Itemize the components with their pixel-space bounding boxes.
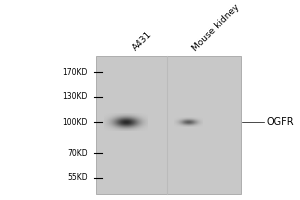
- Text: 100KD: 100KD: [62, 118, 88, 127]
- Text: A431: A431: [130, 30, 153, 53]
- Bar: [97, 56, 241, 194]
- Text: Mouse kidney: Mouse kidney: [191, 2, 242, 53]
- Text: 130KD: 130KD: [62, 92, 88, 101]
- Text: 170KD: 170KD: [62, 68, 88, 77]
- Text: 55KD: 55KD: [67, 173, 88, 182]
- Text: 70KD: 70KD: [67, 149, 88, 158]
- Text: OGFR: OGFR: [266, 117, 294, 127]
